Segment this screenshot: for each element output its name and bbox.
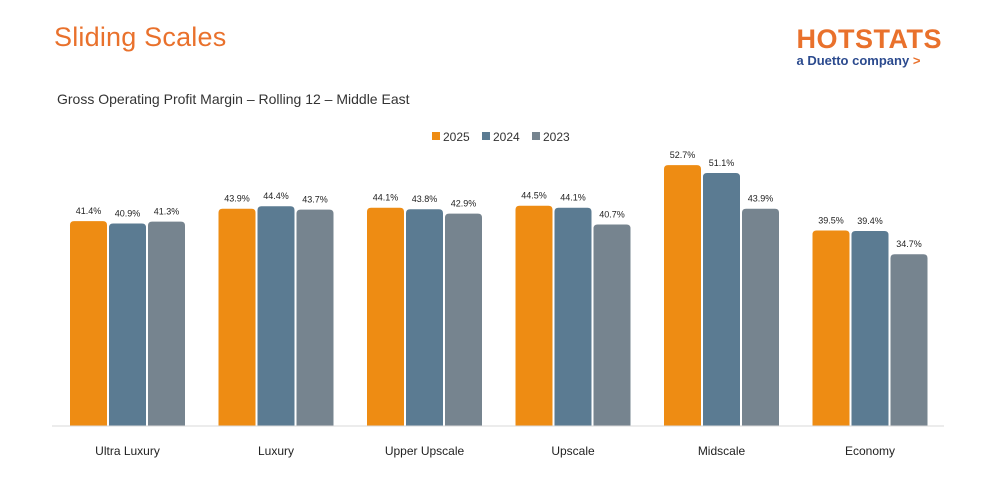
data-label: 39.4% — [857, 216, 883, 226]
category-tick-label: Ultra Luxury — [95, 444, 160, 458]
data-label: 43.8% — [412, 194, 438, 204]
bar-2025-midscale — [664, 165, 701, 426]
bar-2024-upper-upscale — [406, 209, 443, 426]
bar-2025-upper-upscale — [367, 207, 404, 426]
data-label: 39.5% — [818, 215, 844, 225]
legend-swatch-2024 — [482, 132, 490, 140]
bar-2023-luxury — [296, 209, 334, 426]
bar-2024-economy — [851, 230, 889, 426]
bar-2025-economy — [812, 230, 850, 426]
brand-tagline-text: a Duetto company — [796, 53, 910, 68]
legend-swatch-2023 — [532, 132, 540, 140]
category-tick-label: Economy — [845, 444, 895, 458]
data-label: 44.1% — [560, 193, 586, 203]
bar-2024-upscale — [554, 207, 592, 426]
brand-name: HOTSTATS — [796, 24, 942, 54]
bar-2023-economy — [890, 254, 928, 426]
data-label: 52.7% — [670, 150, 696, 160]
legend-label: 2023 — [543, 130, 570, 144]
data-label: 43.9% — [748, 194, 774, 204]
bar-2025-luxury — [218, 208, 256, 426]
bar-2024-midscale — [703, 173, 740, 426]
data-label: 43.7% — [302, 195, 328, 205]
data-label: 41.4% — [76, 206, 102, 216]
category-tick-label: Luxury — [258, 444, 294, 458]
brand-tagline: a Duetto company > — [797, 53, 943, 68]
category-labels: Ultra Luxury Luxury Upper Upscale Upscale Mi… — [95, 444, 895, 458]
data-label: 44.5% — [521, 191, 547, 201]
data-label: 51.1% — [709, 158, 735, 168]
data-label: 44.1% — [373, 193, 399, 203]
bar-2024-luxury — [257, 206, 295, 426]
bar-2023-upper-upscale — [445, 213, 482, 426]
bar-2024-ultra-luxury — [109, 223, 146, 426]
legend-label: 2025 — [443, 130, 470, 144]
category-tick-label: Upscale — [551, 444, 595, 458]
bar-2025-ultra-luxury — [70, 221, 107, 426]
data-label: 40.7% — [599, 210, 625, 220]
bar-2023-upscale — [593, 224, 631, 426]
chevron-right-icon: > — [912, 53, 921, 68]
chart-title: Gross Operating Profit Margin – Rolling … — [57, 91, 410, 107]
data-label: 44.4% — [263, 191, 289, 201]
legend-label: 2024 — [493, 130, 520, 144]
legend-swatch-2025 — [432, 132, 440, 140]
bar-2023-ultra-luxury — [148, 221, 185, 426]
data-label: 43.9% — [224, 194, 250, 204]
chart-legend: 2025 2024 2023 — [432, 130, 570, 144]
category-tick-label: Upper Upscale — [385, 444, 465, 458]
data-label: 40.9% — [115, 209, 141, 219]
bar-2025-upscale — [515, 205, 553, 426]
data-label: 41.3% — [154, 207, 180, 217]
bar-2023-midscale — [742, 208, 779, 426]
brand-logo: HOTSTATS a Duetto company > — [796, 24, 943, 69]
category-tick-label: Midscale — [698, 444, 746, 458]
page-title: Sliding Scales — [54, 22, 227, 52]
data-label: 34.7% — [896, 239, 922, 249]
bar-series-group: 41.4% 40.9% 41.3% 43.9% 44.4% 43.7% 44.1% 43.8%… — [70, 150, 928, 426]
data-label: 42.9% — [451, 199, 477, 209]
